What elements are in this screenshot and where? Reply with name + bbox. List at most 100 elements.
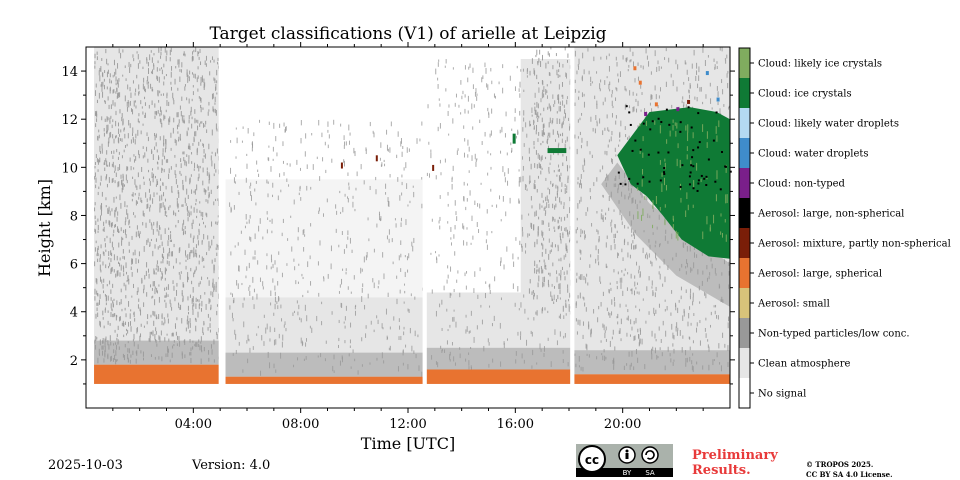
non-typed-pixel <box>611 94 613 98</box>
non-typed-pixel <box>452 165 454 171</box>
non-typed-pixel <box>517 286 519 292</box>
non-typed-pixel <box>545 196 547 202</box>
non-typed-pixel <box>100 244 102 249</box>
non-typed-pixel <box>561 123 563 129</box>
non-typed-pixel <box>686 69 688 75</box>
non-typed-pixel <box>135 184 137 188</box>
non-typed-pixel <box>125 271 127 275</box>
non-typed-pixel <box>117 81 119 85</box>
non-typed-pixel <box>191 116 193 120</box>
non-typed-pixel <box>142 146 144 149</box>
non-typed-pixel <box>347 198 349 203</box>
non-typed-pixel <box>466 271 468 274</box>
non-typed-pixel <box>538 131 540 136</box>
likely-ice-pixel <box>642 152 644 158</box>
non-typed-pixel <box>274 327 276 332</box>
non-typed-pixel <box>406 256 408 261</box>
non-typed-layer <box>225 352 425 377</box>
non-typed-pixel <box>586 273 588 277</box>
non-typed-pixel <box>523 117 525 122</box>
non-typed-pixel <box>353 147 355 154</box>
non-typed-pixel <box>188 155 190 160</box>
non-typed-pixel <box>301 273 303 277</box>
non-typed-pixel <box>275 136 277 142</box>
non-typed-pixel <box>102 261 104 266</box>
non-typed-pixel <box>173 117 175 123</box>
non-typed-pixel <box>344 325 346 329</box>
non-typed-pixel <box>560 201 562 205</box>
non-typed-pixel <box>171 251 173 257</box>
likely-ice-pixel <box>659 125 661 134</box>
non-typed-pixel <box>177 131 179 134</box>
non-typed-pixel <box>171 307 173 311</box>
footer-version: Version: 4.0 <box>192 458 271 473</box>
non-typed-pixel <box>630 243 632 250</box>
non-typed-pixel <box>188 212 190 218</box>
non-typed-pixel <box>152 168 154 171</box>
non-typed-pixel <box>112 283 114 288</box>
non-typed-pixel <box>181 115 183 121</box>
non-typed-pixel <box>194 317 196 321</box>
non-typed-pixel <box>182 204 184 207</box>
non-typed-pixel <box>539 49 541 55</box>
non-typed-pixel <box>237 242 239 246</box>
non-typed-pixel <box>254 188 256 192</box>
non-typed-pixel <box>272 158 274 161</box>
non-typed-pixel <box>566 270 568 275</box>
non-typed-pixel <box>134 249 136 256</box>
non-typed-pixel <box>231 312 233 319</box>
non-typed-pixel <box>427 104 429 109</box>
non-typed-pixel <box>609 89 611 92</box>
non-typed-pixel <box>529 279 531 284</box>
non-typed-pixel <box>562 63 564 68</box>
non-typed-pixel <box>693 49 695 56</box>
non-typed-pixel <box>133 154 135 157</box>
non-typed-pixel <box>126 328 128 332</box>
non-typed-pixel <box>110 297 112 301</box>
likely-ice-pixel <box>718 120 720 128</box>
non-typed-pixel <box>112 247 114 251</box>
non-typed-pixel <box>585 307 587 312</box>
legend-swatch <box>739 348 750 378</box>
non-typed-pixel <box>141 166 143 172</box>
non-typed-pixel <box>196 208 198 213</box>
non-typed-pixel <box>537 111 539 118</box>
non-typed-pixel <box>541 117 543 123</box>
non-typed-pixel <box>688 313 690 319</box>
y-tick-label: 6 <box>70 258 78 273</box>
non-typed-pixel <box>172 92 174 99</box>
non-typed-pixel <box>564 47 566 51</box>
non-typed-pixel <box>557 244 559 248</box>
copyright-line-1: © TROPOS 2025. <box>806 460 874 469</box>
non-typed-pixel <box>728 106 730 110</box>
non-typed-pixel <box>369 121 371 127</box>
non-typed-pixel <box>341 303 343 309</box>
aerosol-large-nonspherical-pixel <box>624 183 627 186</box>
non-typed-pixel <box>207 277 209 280</box>
non-typed-pixel <box>152 330 154 337</box>
non-typed-pixel <box>115 91 117 94</box>
non-typed-pixel <box>164 147 166 153</box>
non-typed-pixel <box>110 303 112 309</box>
non-typed-pixel <box>188 119 190 124</box>
non-typed-pixel <box>671 323 673 330</box>
non-typed-pixel <box>213 108 215 113</box>
sparse-cloud-pixel <box>644 111 648 116</box>
non-typed-pixel <box>255 180 257 184</box>
non-typed-pixel <box>524 308 526 314</box>
non-typed-pixel <box>178 302 180 305</box>
non-typed-pixel <box>183 228 185 235</box>
non-typed-pixel <box>128 241 130 246</box>
non-typed-pixel <box>574 89 576 93</box>
non-typed-pixel <box>163 322 165 326</box>
non-typed-pixel <box>626 317 628 321</box>
non-typed-pixel <box>386 335 388 341</box>
non-typed-pixel <box>664 57 666 60</box>
non-typed-pixel <box>700 86 702 92</box>
non-typed-pixel <box>683 310 685 317</box>
non-typed-pixel <box>531 114 533 117</box>
non-typed-pixel <box>150 238 152 242</box>
likely-ice-pixel <box>716 170 718 180</box>
non-typed-pixel <box>547 187 549 190</box>
non-typed-pixel <box>590 82 592 86</box>
